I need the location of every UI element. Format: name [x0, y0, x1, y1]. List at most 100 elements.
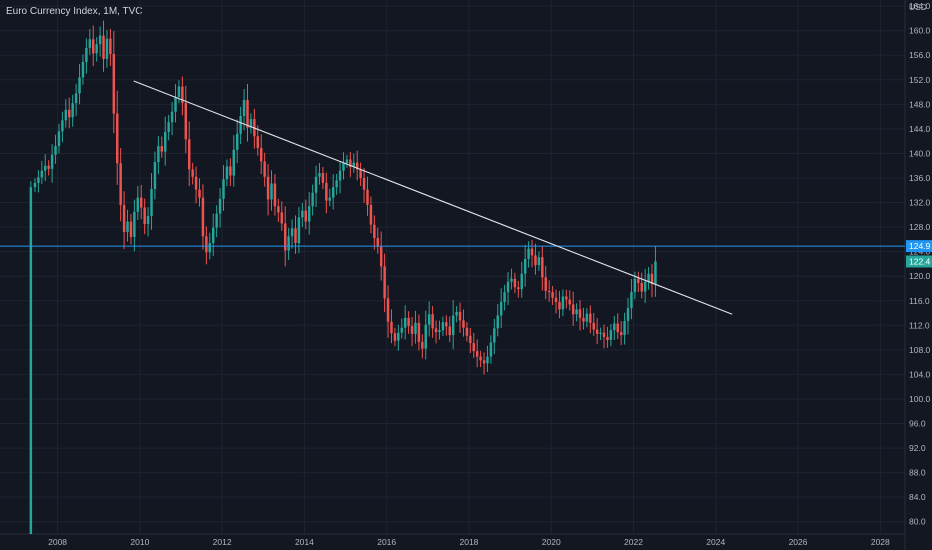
candle-body	[331, 187, 335, 198]
time-axis[interactable]: 2008 2010 2012 2014 2016 2018 2020 2022 2024 2026…	[0, 533, 905, 547]
candle-body	[163, 131, 167, 152]
price-tick-label: 112.0	[909, 320, 930, 330]
candle-body	[575, 309, 578, 315]
candle-body	[222, 179, 225, 199]
candle-body	[239, 116, 242, 134]
candle-body	[369, 205, 373, 225]
candle-body	[589, 313, 592, 323]
candle-body	[424, 324, 427, 349]
candle-body	[335, 180, 338, 188]
price-tick-label: 148.0	[909, 99, 931, 109]
price-tick-label: 152.0	[909, 75, 931, 85]
candle-body	[379, 246, 383, 267]
candle-body	[472, 343, 475, 352]
price-tick-label: 144.0	[909, 124, 931, 134]
candle-body	[547, 290, 551, 293]
candle-body	[37, 177, 40, 183]
price-tick-label: 92.0	[909, 443, 926, 453]
candle-body	[44, 165, 47, 171]
time-tick-label: 2022	[624, 537, 643, 547]
candle-body	[366, 189, 369, 206]
candle-body	[534, 255, 537, 266]
candle-body	[126, 221, 129, 233]
candle-body	[170, 111, 174, 123]
price-tick-label: 96.0	[909, 419, 926, 429]
candle-body	[61, 120, 64, 132]
candle-body	[650, 273, 654, 285]
candle-body	[157, 146, 160, 163]
candle-body	[479, 356, 482, 361]
candle-body	[541, 257, 544, 278]
candle-body	[530, 248, 534, 256]
candle-body	[520, 273, 523, 290]
candle-body	[630, 292, 633, 309]
candle-body	[647, 273, 650, 282]
price-tag-label: 124.9	[909, 241, 931, 251]
candle-body	[249, 119, 253, 128]
candle-body	[637, 278, 640, 283]
candle-body	[146, 216, 150, 225]
candle-body	[441, 322, 445, 331]
candle-body	[225, 166, 229, 180]
candle-body	[259, 147, 263, 162]
candle-body	[218, 198, 222, 214]
candle-body	[160, 146, 164, 152]
candle-body	[592, 322, 595, 330]
candle-body	[417, 322, 421, 342]
candle-body	[623, 321, 626, 336]
candle-body	[140, 197, 143, 208]
candle-body	[465, 327, 469, 336]
candle-body	[606, 336, 609, 341]
candle-body	[54, 146, 57, 155]
candle-body	[410, 325, 414, 334]
candle-body	[40, 170, 44, 178]
candle-body	[95, 44, 98, 54]
drawings[interactable]	[0, 80, 905, 315]
price-tick-label: 80.0	[909, 517, 926, 527]
candle-body	[116, 113, 119, 164]
price-tick-label: 136.0	[909, 173, 931, 183]
candle-body	[92, 39, 95, 54]
candle-body	[609, 330, 613, 341]
candle-body	[74, 93, 78, 104]
candle-body	[503, 292, 506, 302]
candle-body	[201, 197, 205, 237]
candle-body	[513, 278, 517, 288]
candle-body	[493, 328, 496, 343]
candle-body	[585, 313, 589, 322]
candle-body	[50, 154, 54, 169]
candle-body	[205, 236, 208, 253]
candle-body	[109, 38, 112, 55]
price-tag-box	[906, 255, 932, 268]
time-tick-label: 2020	[542, 537, 561, 547]
candle-body	[431, 314, 434, 329]
candle-body	[582, 317, 585, 322]
currency-label: USD	[909, 2, 927, 12]
candle-body	[506, 281, 510, 293]
candle-body	[568, 299, 571, 305]
candle-body	[112, 54, 116, 114]
price-tick-label: 108.0	[909, 345, 931, 355]
candle-body	[119, 163, 122, 206]
candle-body	[578, 309, 582, 318]
candle-body	[191, 169, 194, 177]
candle-body	[469, 335, 472, 344]
candle-body	[359, 169, 362, 178]
candle-body	[475, 351, 479, 357]
time-tick-label: 2008	[48, 537, 67, 547]
time-tick-label: 2024	[706, 537, 725, 547]
candle-body	[64, 109, 68, 121]
candle-body	[304, 210, 308, 222]
price-tag-box	[906, 240, 932, 253]
price-axis[interactable]: 80.0 84.0 88.0 92.0 96.0 100.0 104.0 108.0 112.0…	[904, 0, 931, 550]
candle-body	[150, 189, 153, 217]
candle-body	[88, 39, 92, 48]
candle-body	[297, 217, 301, 244]
candle-body	[616, 323, 619, 333]
candle-body	[184, 103, 188, 140]
candle-body	[403, 317, 407, 328]
chart-legend-title: Euro Currency Index, 1M, TVC	[6, 6, 143, 17]
candle-body	[47, 165, 50, 169]
price-tick-label: 164.0	[909, 1, 931, 11]
